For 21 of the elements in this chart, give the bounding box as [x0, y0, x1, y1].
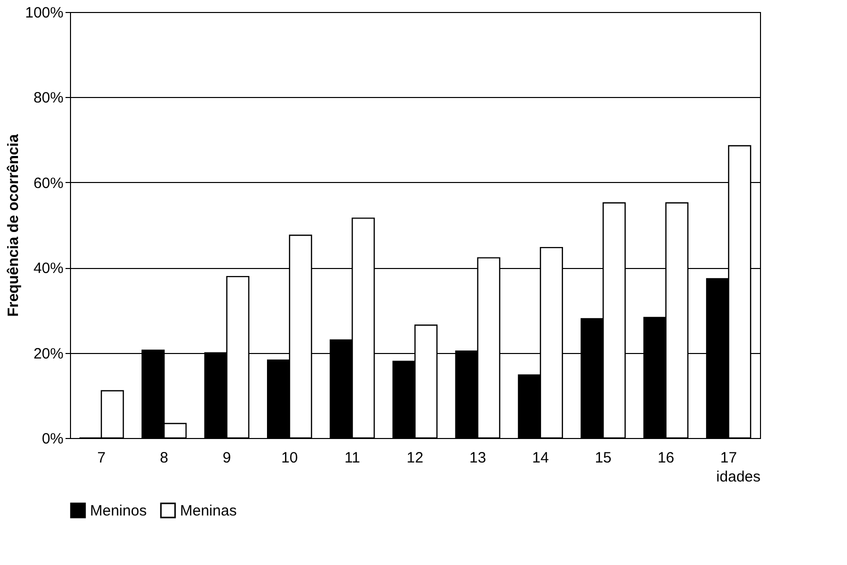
- y-tick-label: 80%: [33, 90, 64, 107]
- x-tick-label: 16: [658, 450, 674, 466]
- y-axis-title: Frequência de ocorrência: [5, 134, 22, 317]
- x-tick-label: 7: [97, 450, 106, 466]
- x-tick-label: 11: [344, 450, 360, 466]
- x-tick-label: 14: [532, 450, 549, 466]
- x-axis-title: idades: [716, 468, 760, 486]
- y-tick-label: 20%: [33, 345, 64, 362]
- legend-label: Meninas: [180, 502, 237, 520]
- y-tick-label: 100%: [25, 4, 64, 22]
- legend-label: Meninos: [90, 502, 147, 520]
- x-tick-label: 15: [594, 450, 612, 466]
- y-tick-label: 0%: [42, 430, 64, 448]
- y-tick-label: 60%: [33, 174, 64, 192]
- x-tick-label: 9: [222, 450, 231, 466]
- x-tick-label: 13: [469, 450, 486, 466]
- x-tick-label: 8: [160, 450, 168, 466]
- y-tick-label: 40%: [33, 260, 64, 278]
- x-tick-label: 10: [281, 450, 298, 466]
- x-tick-label: 12: [406, 450, 424, 466]
- x-tick-label: 17: [720, 450, 737, 466]
